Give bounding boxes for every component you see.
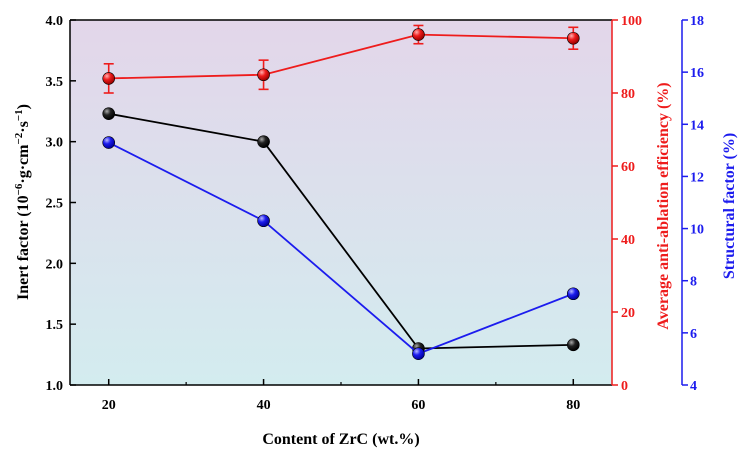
left-tick-label: 4.0 <box>46 14 64 29</box>
left-tick-label: 3.5 <box>46 75 64 90</box>
data-point-right1 <box>566 31 580 45</box>
efficiency-tick-label: 20 <box>621 306 635 321</box>
structural-tick-label: 18 <box>690 14 704 29</box>
data-point-right1 <box>412 28 425 41</box>
structural-tick-label: 12 <box>690 170 704 185</box>
right-axis-structural-title: Structural factor (%) <box>721 133 738 279</box>
data-point-left <box>257 135 270 148</box>
right-axis-efficiency: 0 20 40 60 80 100 <box>612 14 642 394</box>
left-tick-label: 2.5 <box>46 197 64 212</box>
data-point-right1 <box>102 72 116 85</box>
series-line-left <box>108 112 574 350</box>
x-tick-label: 80 <box>566 398 580 413</box>
left-tick-label: 2.0 <box>46 257 64 272</box>
left-axis-title-unit2: ·s <box>15 121 32 133</box>
efficiency-tick-label: 100 <box>621 14 642 29</box>
efficiency-tick-label: 60 <box>621 160 635 175</box>
left-axis-title-exp1: −6 <box>13 183 25 195</box>
data-point-right2 <box>412 347 425 361</box>
structural-tick-label: 8 <box>690 275 697 290</box>
structural-tick-label: 16 <box>690 66 704 81</box>
series-line-right2 <box>108 141 574 355</box>
series-layer <box>102 24 580 361</box>
plot-background <box>70 20 612 385</box>
left-tick-label: 1.0 <box>46 379 64 394</box>
left-axis-title: Inert factor (10−6·g·cm−2·s−1) <box>13 104 32 300</box>
data-point-right2 <box>566 287 580 301</box>
right-axis-efficiency-title: Average anti-ablation efficiency (%) <box>655 82 672 329</box>
left-axis-title-exp3: −1 <box>13 109 25 121</box>
left-axis-title-unit1: ·g·cm <box>15 144 32 184</box>
x-tick-label: 60 <box>411 398 425 413</box>
structural-tick-label: 10 <box>690 223 704 238</box>
x-tick-label: 20 <box>102 398 116 413</box>
data-point-left <box>566 338 580 352</box>
left-tick-label: 1.5 <box>46 318 64 333</box>
left-axis-title-suffix: ) <box>15 104 32 109</box>
efficiency-tick-label: 80 <box>621 87 635 102</box>
left-tick-label: 3.0 <box>46 136 64 151</box>
x-tick-label: 40 <box>257 398 271 413</box>
data-point-right2 <box>257 214 270 228</box>
left-axis-title-exp2: −2 <box>13 132 25 144</box>
x-axis-title: Content of ZrC (wt.%) <box>262 431 419 448</box>
left-axis-title-prefix: Inert factor (10 <box>15 195 32 300</box>
structural-tick-label: 14 <box>690 118 704 133</box>
series-line-right1 <box>108 33 574 80</box>
efficiency-tick-label: 0 <box>621 379 628 394</box>
left-axis: 1.0 1.5 2.0 2.5 3.0 3.5 4.0 <box>46 14 76 394</box>
data-point-left <box>102 107 116 120</box>
structural-tick-label: 6 <box>690 327 697 342</box>
data-point-right1 <box>257 68 270 82</box>
right-axis-structural: 4 6 8 10 12 14 16 18 <box>682 14 704 394</box>
structural-tick-label: 4 <box>690 379 697 394</box>
efficiency-tick-label: 40 <box>621 233 635 248</box>
data-point-right2 <box>102 136 116 149</box>
bottom-axis: 20 40 60 80 <box>102 379 580 413</box>
